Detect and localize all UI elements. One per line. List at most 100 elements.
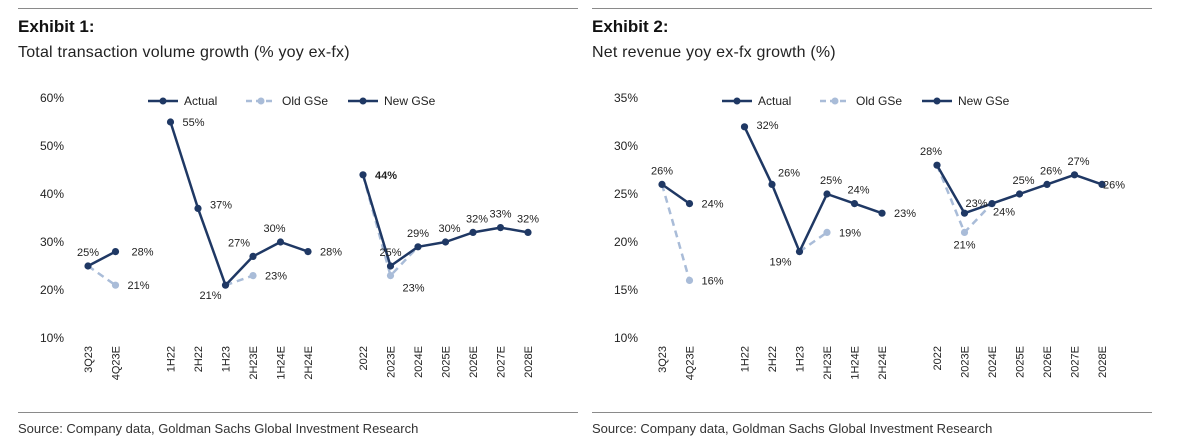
actual-point <box>166 118 175 126</box>
legend-label: New GSe <box>958 94 1010 108</box>
old-gse-line <box>361 174 419 277</box>
legend-marker <box>831 97 839 105</box>
legend-marker <box>257 97 265 105</box>
actual-line <box>935 164 1103 215</box>
data-label: 23% <box>894 208 916 220</box>
data-label: 16% <box>702 275 724 287</box>
actual-line <box>661 183 691 205</box>
x-tick-label: 1H23 <box>795 346 807 372</box>
exhibit-1-source: Source: Company data, Goldman Sachs Glob… <box>18 421 419 436</box>
actual-point <box>249 252 257 260</box>
exhibit-2-chart: 10% 15% 20% 25% 30% 35% 3Q23 4Q23E 1H22 2H22 1H23 2… <box>614 91 1125 380</box>
y-tick-label: 40% <box>40 187 64 201</box>
actual-point <box>194 204 202 212</box>
actual-point <box>658 180 666 188</box>
data-label: 26% <box>1103 179 1125 191</box>
exhibit-2-heading: Exhibit 2: <box>592 17 669 36</box>
data-label: 24% <box>847 185 869 197</box>
data-label: 21% <box>199 290 221 302</box>
actual-point <box>795 248 804 256</box>
actual-point <box>414 243 422 251</box>
actual-point <box>1043 180 1051 188</box>
actual-point <box>878 209 886 217</box>
exhibit-1-chart: 10% 20% 30% 40% 50% 60% 3Q23 4Q23E 1H22 2H22 1H23 2… <box>40 91 539 380</box>
data-label: 23% <box>965 198 987 210</box>
legend-label: Actual <box>184 94 217 108</box>
actual-point <box>304 248 312 256</box>
legend-label: Old GSe <box>282 94 328 108</box>
bottom-rule <box>18 412 578 413</box>
legend-marker <box>359 97 367 105</box>
data-label: 55% <box>183 117 205 129</box>
actual-point <box>768 180 776 188</box>
data-label: 26% <box>1040 165 1062 177</box>
data-label: 25% <box>379 247 401 259</box>
data-label: 23% <box>265 271 287 283</box>
exhibit-2-subtitle: Net revenue yoy ex-fx growth (%) <box>592 44 836 61</box>
x-tick-label: 4Q23E <box>685 346 697 380</box>
old-gse-point <box>111 281 120 289</box>
actual-point <box>933 161 941 169</box>
actual-point <box>496 224 505 232</box>
x-tick-label: 2024E <box>987 346 999 378</box>
x-tick-label: 2H22 <box>193 346 205 372</box>
actual-point <box>84 262 92 270</box>
bottom-rule <box>592 412 1152 413</box>
y-tick-label: 15% <box>614 283 638 297</box>
exhibit-2-panel: Exhibit 2: Net revenue yoy ex-fx growth … <box>592 0 1152 446</box>
actual-point <box>469 228 477 236</box>
y-tick-label: 25% <box>614 187 638 201</box>
x-tick-label: 2022 <box>358 346 370 370</box>
x-tick-label: 3Q23 <box>657 346 669 373</box>
old-gse-point <box>823 228 831 236</box>
data-label: 26% <box>778 167 800 179</box>
x-tick-label: 2023E <box>386 346 398 378</box>
old-gse-point <box>960 228 969 236</box>
y-tick-label: 20% <box>614 235 638 249</box>
data-label: 25% <box>820 175 842 187</box>
actual-point <box>1098 180 1106 188</box>
data-label: 29% <box>407 228 429 240</box>
x-tick-label: 1H24E <box>850 346 862 380</box>
y-tick-label: 35% <box>614 91 638 105</box>
actual-point <box>221 281 230 289</box>
actual-line <box>169 121 309 287</box>
legend-label: Old GSe <box>856 94 902 108</box>
data-label: 32% <box>757 120 779 132</box>
legend-marker <box>159 97 167 105</box>
data-label: 21% <box>953 239 975 251</box>
data-label: 27% <box>1067 156 1089 168</box>
x-tick-label: 1H23 <box>221 346 233 372</box>
data-label: 30% <box>438 223 460 235</box>
legend-label: Actual <box>758 94 791 108</box>
old-gse-line <box>798 231 828 253</box>
data-label: 30% <box>263 223 285 235</box>
actual-point <box>524 228 532 236</box>
exhibit-1-heading: Exhibit 1: <box>18 17 95 36</box>
actual-point <box>740 123 749 131</box>
old-gse-point <box>386 272 395 280</box>
y-tick-label: 10% <box>40 331 64 345</box>
legend-marker <box>933 97 941 105</box>
data-label: 44% <box>375 170 397 182</box>
x-tick-label: 1H22 <box>166 346 178 372</box>
x-tick-label: 2026E <box>1042 346 1054 378</box>
data-label: 25% <box>77 247 99 259</box>
actual-point <box>850 200 859 208</box>
y-tick-label: 30% <box>40 235 64 249</box>
x-tick-label: 2H24E <box>303 346 315 380</box>
y-tick-label: 30% <box>614 139 638 153</box>
actual-point <box>1015 190 1024 198</box>
x-tick-label: 2027E <box>496 346 508 378</box>
x-tick-label: 2027E <box>1070 346 1082 378</box>
y-tick-label: 20% <box>40 283 64 297</box>
data-label: 23% <box>403 283 425 295</box>
actual-point <box>960 209 969 217</box>
old-gse-line <box>225 274 254 287</box>
x-tick-label: 2H23E <box>822 346 834 380</box>
actual-line <box>87 250 117 268</box>
actual-point <box>685 200 694 208</box>
old-gse-line <box>87 264 117 287</box>
x-tick-label: 2H24E <box>877 346 889 380</box>
x-tick-label: 1H22 <box>740 346 752 372</box>
